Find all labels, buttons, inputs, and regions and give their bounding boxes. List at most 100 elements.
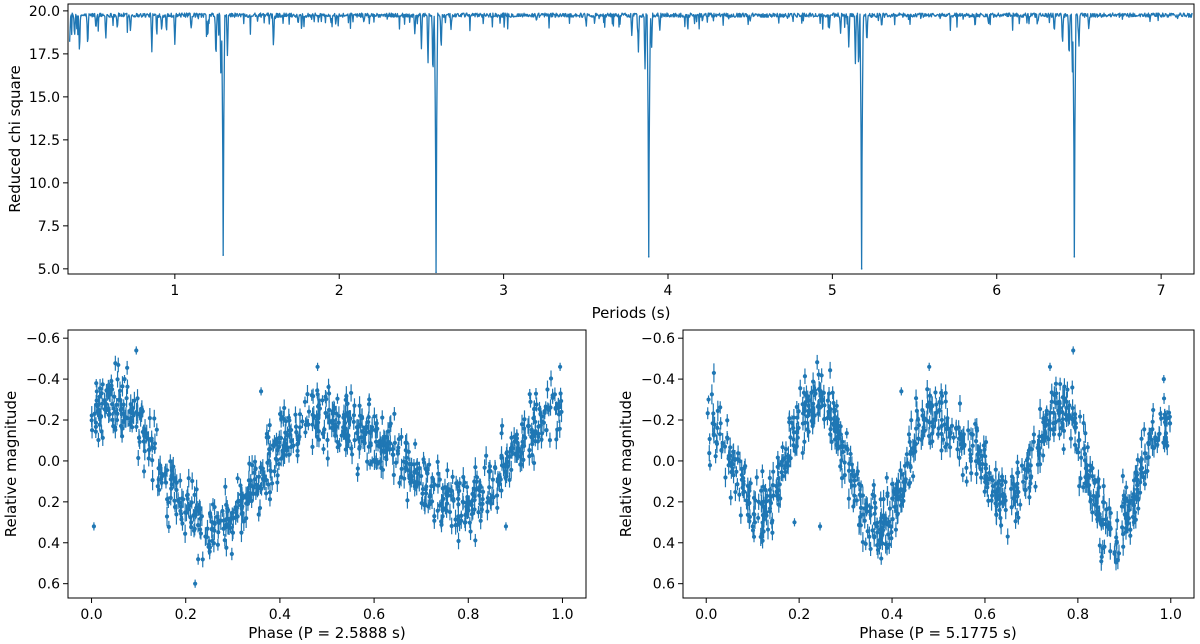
data-point bbox=[1063, 412, 1068, 417]
data-point bbox=[1083, 475, 1088, 480]
data-point bbox=[111, 424, 116, 429]
data-point bbox=[352, 437, 357, 443]
data-point bbox=[527, 392, 532, 397]
data-point bbox=[728, 445, 733, 450]
data-point bbox=[794, 404, 799, 410]
x-tick-label: 5 bbox=[828, 283, 837, 299]
data-point bbox=[893, 527, 899, 532]
data-point bbox=[99, 391, 104, 396]
data-point bbox=[1096, 493, 1101, 499]
data-point bbox=[131, 413, 136, 418]
data-point bbox=[1005, 534, 1010, 539]
x-tick-label: 3 bbox=[499, 283, 508, 299]
data-point bbox=[286, 452, 292, 457]
data-point bbox=[783, 469, 788, 475]
data-point bbox=[1038, 406, 1043, 412]
data-point bbox=[246, 478, 252, 483]
data-point bbox=[541, 420, 546, 425]
data-point bbox=[272, 469, 277, 474]
data-point bbox=[326, 391, 332, 396]
data-point bbox=[1139, 465, 1145, 471]
data-point bbox=[320, 431, 325, 436]
data-point bbox=[1101, 484, 1106, 489]
data-point bbox=[113, 361, 118, 366]
y-tick-label: −0.4 bbox=[26, 372, 60, 388]
data-point bbox=[189, 500, 194, 505]
data-point bbox=[1025, 463, 1031, 468]
data-point bbox=[385, 429, 391, 434]
data-point bbox=[983, 473, 988, 479]
data-point bbox=[819, 373, 824, 378]
data-point bbox=[200, 557, 205, 562]
data-point bbox=[1125, 521, 1130, 527]
data-point bbox=[321, 446, 326, 452]
data-point bbox=[320, 398, 325, 403]
data-point bbox=[754, 475, 759, 480]
y-tick-label: 5.0 bbox=[38, 262, 60, 278]
data-point bbox=[547, 438, 553, 443]
data-point bbox=[908, 465, 913, 470]
data-point bbox=[1019, 463, 1025, 468]
data-point bbox=[977, 461, 982, 466]
data-point bbox=[802, 439, 807, 444]
data-point bbox=[440, 486, 445, 491]
x-tick-label: 0.2 bbox=[175, 607, 197, 623]
data-point bbox=[135, 396, 140, 401]
data-point bbox=[916, 436, 921, 441]
data-point bbox=[913, 449, 918, 454]
data-point bbox=[349, 390, 354, 396]
data-point bbox=[872, 511, 877, 516]
data-point bbox=[728, 495, 733, 500]
data-point bbox=[879, 556, 884, 561]
data-point bbox=[765, 527, 771, 532]
periodogram-minimum bbox=[222, 254, 224, 256]
data-point bbox=[384, 443, 390, 448]
data-point bbox=[393, 460, 399, 465]
data-point bbox=[435, 483, 441, 488]
data-point bbox=[968, 431, 974, 436]
data-point bbox=[868, 546, 873, 552]
data-point bbox=[737, 492, 742, 497]
data-point bbox=[113, 427, 118, 432]
data-point bbox=[901, 479, 906, 485]
data-point bbox=[559, 398, 564, 404]
phase-fold-left-panel: 0.0 0.2 0.4 0.6 0.8 1.0 −0.6 −0.4 −0.2 0.0 0.2 0.4 0… bbox=[2, 329, 587, 642]
data-point bbox=[735, 482, 740, 487]
data-point bbox=[745, 502, 750, 507]
data-point bbox=[192, 492, 197, 497]
data-point bbox=[734, 469, 739, 474]
data-point bbox=[1094, 498, 1099, 503]
data-point bbox=[1058, 381, 1063, 387]
data-point bbox=[1102, 544, 1107, 549]
data-point bbox=[715, 425, 720, 430]
data-point bbox=[848, 451, 853, 457]
data-point bbox=[297, 434, 302, 439]
data-point bbox=[485, 495, 491, 501]
data-point bbox=[490, 477, 496, 482]
data-point bbox=[964, 479, 969, 484]
data-point bbox=[447, 509, 453, 515]
data-point bbox=[741, 482, 746, 487]
data-point bbox=[343, 413, 348, 418]
data-point bbox=[898, 503, 904, 508]
data-point bbox=[94, 381, 99, 386]
data-point bbox=[913, 441, 919, 447]
data-point bbox=[930, 439, 935, 444]
data-point bbox=[464, 511, 469, 517]
data-point bbox=[172, 479, 177, 484]
data-point bbox=[926, 433, 932, 439]
data-point bbox=[1155, 442, 1160, 448]
data-point bbox=[998, 515, 1003, 521]
data-point bbox=[783, 447, 789, 452]
phase-fold-right-plot-area bbox=[682, 329, 1195, 599]
data-point bbox=[92, 411, 97, 416]
data-point bbox=[887, 542, 892, 547]
data-point bbox=[711, 432, 716, 437]
x-tick-label: 1.0 bbox=[551, 607, 573, 623]
data-point bbox=[186, 476, 191, 481]
data-point bbox=[1022, 466, 1027, 472]
data-point bbox=[499, 455, 504, 461]
data-point bbox=[240, 495, 246, 500]
data-point bbox=[303, 430, 308, 435]
data-point bbox=[731, 472, 736, 478]
